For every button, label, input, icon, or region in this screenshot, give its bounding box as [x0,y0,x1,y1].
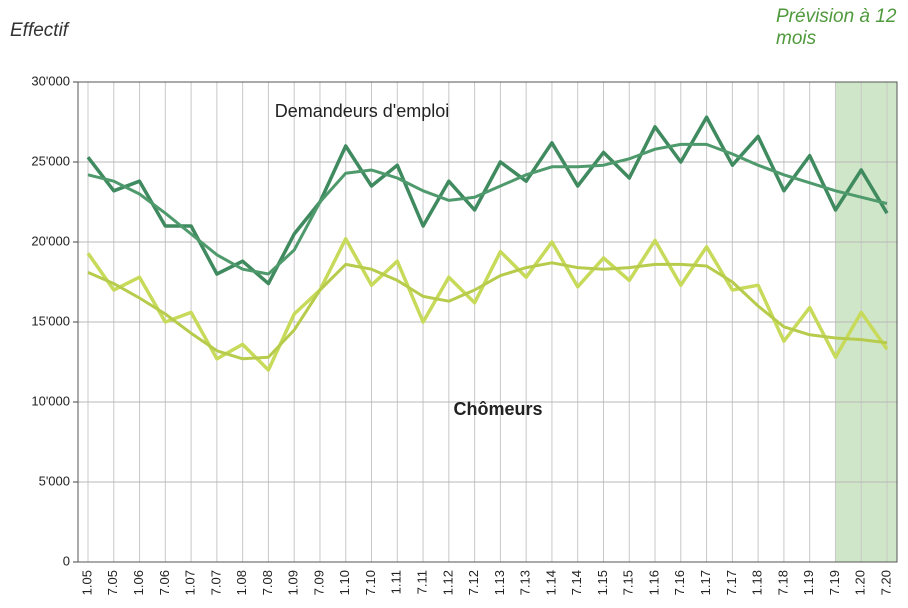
y-tick-label: 0 [63,553,70,568]
x-tick-label: 7.08 [260,570,275,595]
y-tick-label: 25'000 [31,153,70,168]
x-tick-label: 1.19 [801,570,816,595]
x-tick-label: 7.18 [775,570,790,595]
x-tick-label: 1.20 [853,570,868,595]
x-tick-label: 1.18 [750,570,765,595]
x-tick-label: 1.17 [698,570,713,595]
x-tick-label: 1.10 [337,570,352,595]
series-label: Demandeurs d'emploi [275,101,450,121]
x-tick-label: 7.17 [724,570,739,595]
x-tick-label: 7.09 [311,570,326,595]
series-line [86,237,889,372]
x-tick-label: 1.07 [183,570,198,595]
x-tick-label: 7.13 [518,570,533,595]
x-tick-label: 1.16 [646,570,661,595]
x-tick-label: 1.11 [389,570,404,594]
x-tick-label: 7.11 [415,570,430,594]
y-tick-label: 10'000 [31,393,70,408]
x-tick-label: 1.14 [543,570,558,595]
x-tick-label: 7.05 [105,570,120,595]
y-tick-label: 30'000 [31,73,70,88]
annotation: Effectif [10,20,69,41]
x-tick-label: 7.20 [878,570,893,595]
x-tick-label: 7.07 [208,570,223,595]
x-tick-label: 7.15 [621,570,636,595]
x-tick-label: 1.08 [234,570,249,595]
annotation: Prévision à 12 mois [776,6,897,49]
y-tick-label: 15'000 [31,313,70,328]
series-line [87,142,888,276]
x-tick-label: 7.16 [672,570,687,595]
x-tick-label: 1.12 [440,570,455,595]
x-tick-label: 1.13 [492,570,507,595]
x-tick-label: 1.09 [286,570,301,595]
x-tick-label: 1.06 [131,570,146,595]
x-tick-label: 1.15 [595,570,610,595]
x-tick-label: 7.12 [466,570,481,595]
x-tick-label: 7.10 [363,570,378,595]
y-tick-label: 5'000 [39,473,70,488]
series-line [86,115,889,286]
x-tick-label: 7.14 [569,570,584,595]
plot-frame [77,81,898,563]
y-tick-label: 20'000 [31,233,70,248]
series-label: Chômeurs [453,399,542,419]
x-tick-label: 7.06 [157,570,172,595]
x-tick-label: 7.19 [827,570,842,595]
series-line [87,261,888,361]
x-tick-label: 1.05 [79,570,94,595]
